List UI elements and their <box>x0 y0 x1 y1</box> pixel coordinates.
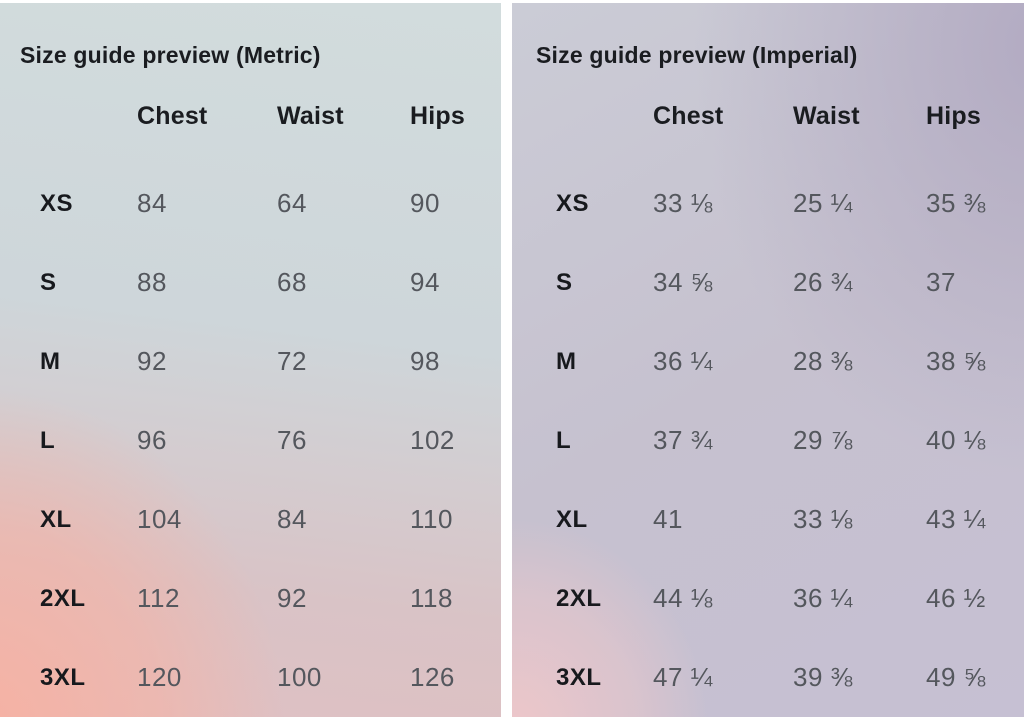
table-row: L 96 76 102 <box>0 401 501 480</box>
table-row: 3XL 120 100 126 <box>0 638 501 717</box>
metric-size-table: Chest Waist Hips XS 84 64 90 S 88 68 94 <box>0 102 501 717</box>
hips-value: 126 <box>410 662 455 692</box>
chest-value: 112 <box>137 583 180 613</box>
size-label: L <box>40 426 56 454</box>
table-row: L 37 ¾ 29 ⅞ 40 ⅛ <box>512 401 1024 480</box>
hips-value: 49 ⅝ <box>926 662 986 692</box>
column-header-chest: Chest <box>653 102 724 130</box>
imperial-panel: Size guide preview (Imperial) Chest Wais… <box>512 3 1024 717</box>
size-label: 3XL <box>40 663 86 691</box>
column-header-chest: Chest <box>137 102 208 130</box>
size-label: 2XL <box>40 584 86 612</box>
table-row: 2XL 112 92 118 <box>0 559 501 638</box>
chest-value: 33 ⅛ <box>653 188 713 218</box>
table-header-row: Chest Waist Hips <box>0 102 501 130</box>
hips-value: 98 <box>410 346 440 376</box>
hips-value: 43 ¼ <box>926 504 986 534</box>
waist-value: 25 ¼ <box>793 188 853 218</box>
waist-value: 84 <box>277 504 307 534</box>
table-row: XS 84 64 90 <box>0 164 501 243</box>
waist-value: 64 <box>277 188 307 218</box>
hips-value: 46 ½ <box>926 583 986 613</box>
table-header-row: Chest Waist Hips <box>512 102 1024 130</box>
waist-value: 100 <box>277 662 322 692</box>
hips-value: 40 ⅛ <box>926 425 986 455</box>
chest-value: 36 ¼ <box>653 346 713 376</box>
waist-value: 28 ⅜ <box>793 346 853 376</box>
imperial-size-table: Chest Waist Hips XS 33 ⅛ 25 ¼ 35 ⅜ S 34 … <box>512 102 1024 717</box>
hips-value: 90 <box>410 188 440 218</box>
hips-value: 38 ⅝ <box>926 346 986 376</box>
table-row: M 36 ¼ 28 ⅜ 38 ⅝ <box>512 322 1024 401</box>
column-header-waist: Waist <box>793 102 860 130</box>
waist-value: 92 <box>277 583 307 613</box>
waist-value: 68 <box>277 267 307 297</box>
hips-value: 94 <box>410 267 440 297</box>
size-label: 2XL <box>556 584 602 612</box>
column-header-hips: Hips <box>410 102 465 130</box>
hips-value: 118 <box>410 583 453 613</box>
imperial-panel-title: Size guide preview (Imperial) <box>536 42 858 68</box>
metric-panel-title: Size guide preview (Metric) <box>20 42 321 68</box>
table-row: XL 104 84 110 <box>0 480 501 559</box>
table-row: S 88 68 94 <box>0 243 501 322</box>
table-row: M 92 72 98 <box>0 322 501 401</box>
table-row: 2XL 44 ⅛ 36 ¼ 46 ½ <box>512 559 1024 638</box>
size-label: XS <box>556 189 590 217</box>
table-row: 3XL 47 ¼ 39 ⅜ 49 ⅝ <box>512 638 1024 717</box>
hips-value: 110 <box>410 504 453 534</box>
waist-value: 26 ¾ <box>793 267 853 297</box>
chest-value: 34 ⅝ <box>653 267 713 297</box>
table-row: XS 33 ⅛ 25 ¼ 35 ⅜ <box>512 164 1024 243</box>
size-label: XL <box>40 505 72 533</box>
hips-value: 35 ⅜ <box>926 188 986 218</box>
chest-value: 47 ¼ <box>653 662 713 692</box>
size-label: M <box>40 347 61 375</box>
hips-value: 37 <box>926 267 956 297</box>
size-label: S <box>40 268 57 296</box>
size-label: M <box>556 347 577 375</box>
chest-value: 41 <box>653 504 683 534</box>
column-header-hips: Hips <box>926 102 981 130</box>
chest-value: 44 ⅛ <box>653 583 713 613</box>
table-body: XS 84 64 90 S 88 68 94 M 92 72 98 <box>0 164 501 717</box>
column-header-waist: Waist <box>277 102 344 130</box>
waist-value: 72 <box>277 346 307 376</box>
size-label: XL <box>556 505 588 533</box>
size-label: 3XL <box>556 663 602 691</box>
chest-value: 96 <box>137 425 167 455</box>
waist-value: 33 ⅛ <box>793 504 853 534</box>
waist-value: 39 ⅜ <box>793 662 853 692</box>
chest-value: 104 <box>137 504 182 534</box>
size-label: S <box>556 268 573 296</box>
waist-value: 36 ¼ <box>793 583 853 613</box>
chest-value: 92 <box>137 346 167 376</box>
waist-value: 76 <box>277 425 307 455</box>
metric-panel: Size guide preview (Metric) Chest Waist … <box>0 3 501 717</box>
chest-value: 88 <box>137 267 167 297</box>
size-label: L <box>556 426 572 454</box>
chest-value: 37 ¾ <box>653 425 713 455</box>
chest-value: 120 <box>137 662 182 692</box>
chest-value: 84 <box>137 188 167 218</box>
table-row: S 34 ⅝ 26 ¾ 37 <box>512 243 1024 322</box>
table-body: XS 33 ⅛ 25 ¼ 35 ⅜ S 34 ⅝ 26 ¾ 37 M 36 ¼ … <box>512 164 1024 717</box>
waist-value: 29 ⅞ <box>793 425 853 455</box>
size-label: XS <box>40 189 74 217</box>
table-row: XL 41 33 ⅛ 43 ¼ <box>512 480 1024 559</box>
hips-value: 102 <box>410 425 455 455</box>
